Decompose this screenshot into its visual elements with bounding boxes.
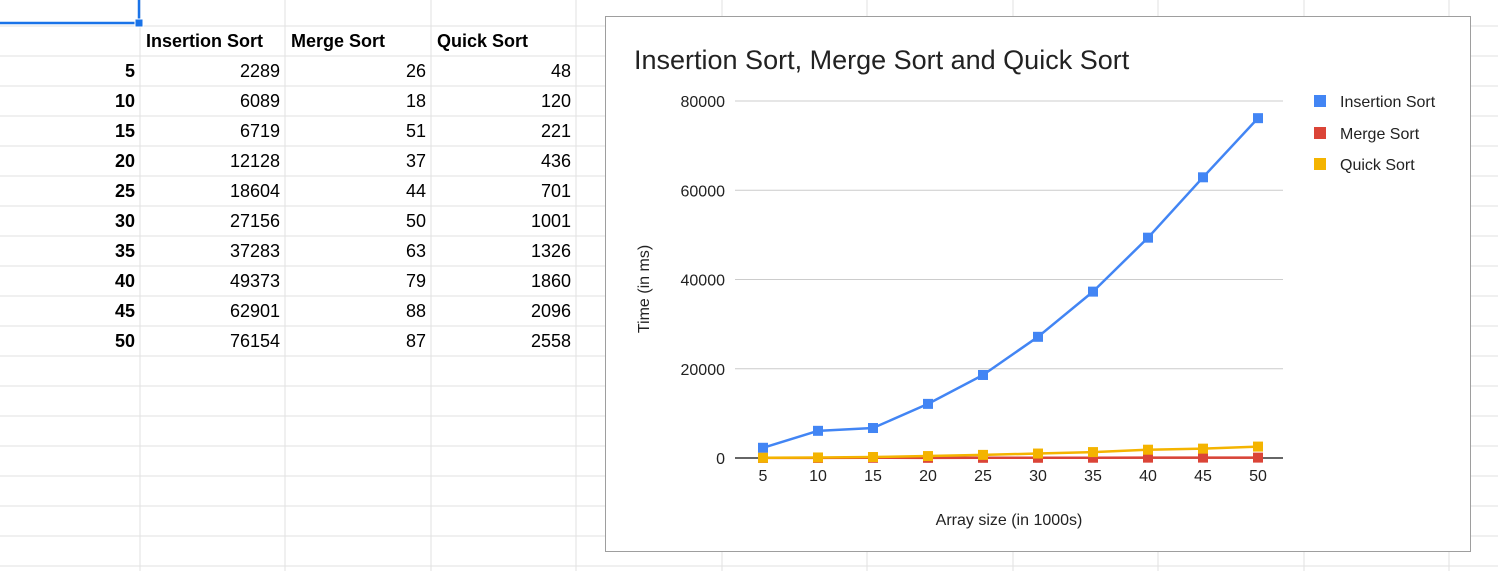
data-point[interactable] [1033, 331, 1043, 342]
data-point[interactable] [1088, 452, 1098, 463]
column-header-cell[interactable]: Merge Sort [291, 31, 386, 51]
y-tick-label: 60000 [681, 183, 726, 200]
data-point[interactable] [1143, 232, 1153, 243]
data-point[interactable] [978, 449, 988, 460]
x-tick-label: 30 [1029, 468, 1047, 485]
x-tick-label: 15 [864, 468, 882, 485]
data-point[interactable] [813, 425, 823, 436]
column-header-cell[interactable]: Insertion Sort [146, 31, 264, 51]
data-point[interactable] [923, 451, 933, 462]
legend-label: Quick Sort [1340, 157, 1415, 174]
data-point[interactable] [1198, 172, 1208, 183]
row-label-cell[interactable]: 50 [114, 331, 135, 351]
data-point[interactable] [1088, 447, 1098, 458]
data-cell[interactable]: 44 [405, 181, 426, 201]
x-tick-label: 10 [809, 468, 827, 485]
row-label-cell[interactable]: 20 [114, 151, 135, 171]
row-label-cell[interactable]: 35 [114, 241, 135, 261]
line-chart: Insertion Sort, Merge Sort and Quick Sor… [634, 45, 1436, 529]
x-tick-label: 5 [759, 468, 768, 485]
row-label-cell[interactable]: 45 [114, 301, 135, 321]
data-cell[interactable]: 37283 [229, 241, 280, 261]
data-point[interactable] [1253, 441, 1263, 452]
data-cell[interactable]: 6089 [239, 91, 280, 111]
x-tick-label: 20 [919, 468, 937, 485]
data-cell[interactable]: 63 [405, 241, 426, 261]
data-cell[interactable]: 1001 [530, 211, 571, 231]
data-cell[interactable]: 18 [405, 91, 426, 111]
x-axis-label: Array size (in 1000s) [936, 512, 1083, 529]
data-cell[interactable]: 27156 [229, 211, 280, 231]
data-cell[interactable]: 2096 [530, 301, 571, 321]
data-point[interactable] [1198, 443, 1208, 454]
data-cell[interactable]: 2289 [239, 61, 280, 81]
data-cell[interactable]: 1860 [530, 271, 571, 291]
data-point[interactable] [758, 452, 768, 463]
data-cell[interactable]: 1326 [530, 241, 571, 261]
data-cell[interactable]: 87 [405, 331, 426, 351]
data-point[interactable] [1198, 452, 1208, 463]
data-cell[interactable]: 79 [405, 271, 426, 291]
data-cell[interactable]: 37 [405, 151, 426, 171]
y-tick-label: 20000 [681, 362, 726, 379]
legend-swatch [1314, 95, 1326, 107]
data-point[interactable] [1033, 448, 1043, 459]
data-cell[interactable]: 26 [405, 61, 426, 81]
series-line [762, 117, 1259, 449]
data-cell[interactable]: 436 [540, 151, 571, 171]
data-cell[interactable]: 701 [540, 181, 571, 201]
x-tick-label: 40 [1139, 468, 1157, 485]
data-cell[interactable]: 50 [405, 211, 426, 231]
data-cell[interactable]: 221 [540, 121, 571, 141]
data-cell[interactable]: 88 [405, 301, 426, 321]
data-cell[interactable]: 6719 [239, 121, 280, 141]
row-label-cell[interactable]: 5 [124, 61, 135, 81]
y-tick-label: 80000 [681, 94, 726, 111]
y-tick-label: 0 [716, 451, 725, 468]
legend-label: Merge Sort [1340, 126, 1420, 143]
y-axis-label: Time (in ms) [636, 245, 653, 333]
data-cell[interactable]: 48 [550, 61, 571, 81]
data-cell[interactable]: 76154 [229, 331, 280, 351]
data-point[interactable] [1253, 113, 1263, 124]
selection-fill-handle[interactable] [134, 18, 144, 28]
legend-swatch [1314, 127, 1326, 139]
data-cell[interactable]: 12128 [229, 151, 280, 171]
data-cell[interactable]: 62901 [229, 301, 280, 321]
data-point[interactable] [813, 452, 823, 463]
row-label-cell[interactable]: 30 [114, 211, 135, 231]
x-tick-label: 50 [1249, 468, 1267, 485]
column-header-cell[interactable]: Quick Sort [437, 31, 529, 51]
data-cell[interactable]: 18604 [229, 181, 280, 201]
x-tick-label: 45 [1194, 468, 1212, 485]
data-cell[interactable]: 2558 [530, 331, 571, 351]
data-point[interactable] [758, 442, 768, 453]
chart-title: Insertion Sort, Merge Sort and Quick Sor… [634, 45, 1130, 75]
data-cell[interactable]: 51 [405, 121, 426, 141]
data-point[interactable] [1088, 286, 1098, 297]
row-label-cell[interactable]: 15 [114, 121, 135, 141]
data-cell[interactable]: 49373 [229, 271, 280, 291]
x-tick-label: 35 [1084, 468, 1102, 485]
legend-swatch [1314, 158, 1326, 170]
data-point[interactable] [868, 452, 878, 463]
data-point[interactable] [978, 369, 988, 380]
y-tick-label: 40000 [681, 273, 726, 290]
series-line [762, 445, 1259, 460]
data-point[interactable] [923, 398, 933, 409]
data-cell[interactable]: 120 [540, 91, 571, 111]
row-label-cell[interactable]: 40 [114, 271, 135, 291]
legend-label: Insertion Sort [1340, 94, 1436, 111]
embedded-chart[interactable]: Insertion Sort, Merge Sort and Quick Sor… [605, 16, 1471, 552]
x-tick-label: 25 [974, 468, 992, 485]
data-point[interactable] [1143, 452, 1153, 463]
data-point[interactable] [1143, 444, 1153, 455]
data-point[interactable] [1253, 452, 1263, 463]
row-label-cell[interactable]: 25 [114, 181, 135, 201]
row-label-cell[interactable]: 10 [114, 91, 135, 111]
data-point[interactable] [868, 423, 878, 434]
